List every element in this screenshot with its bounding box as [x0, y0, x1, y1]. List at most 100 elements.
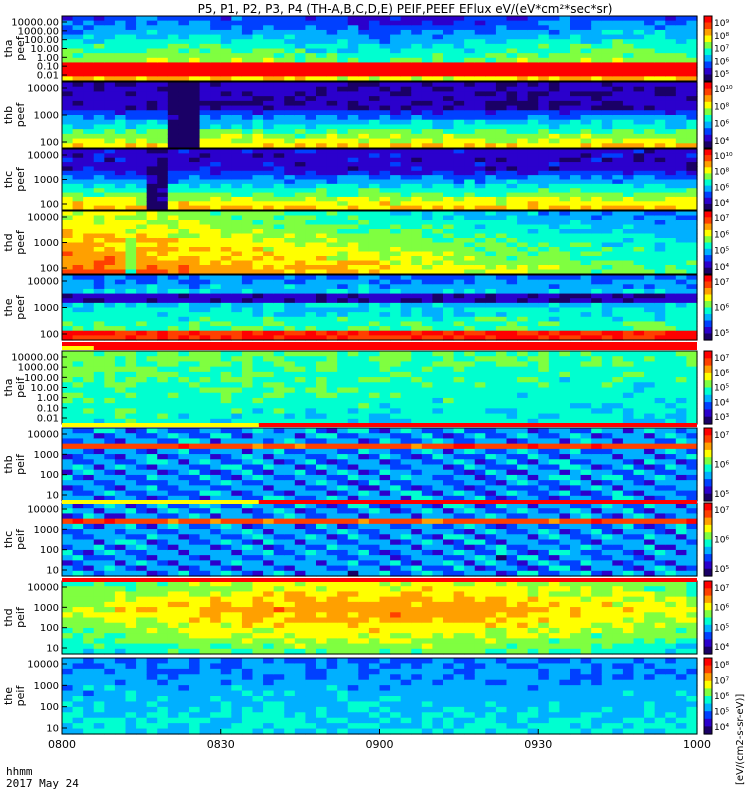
heatmap-cell	[368, 143, 381, 149]
heatmap-cell	[358, 256, 370, 262]
heatmap-cell	[157, 279, 169, 285]
colorbar-segment	[704, 311, 712, 315]
heatmap-cell	[654, 138, 666, 144]
heatmap-cell	[294, 224, 307, 230]
heatmap-cell	[189, 229, 201, 235]
heatmap-cell	[136, 115, 148, 121]
heatmap-cell	[199, 220, 211, 226]
heatmap-cell	[273, 403, 285, 409]
heatmap-cell	[347, 16, 359, 22]
heatmap-cell	[400, 269, 412, 275]
heatmap-cell	[485, 242, 497, 248]
heatmap-cell	[368, 138, 381, 144]
heatmap-cell	[337, 256, 349, 262]
heatmap-cell	[517, 25, 529, 31]
heatmap-cell	[284, 247, 296, 253]
heatmap-cell	[358, 229, 370, 235]
heatmap-cell	[622, 62, 635, 68]
heatmap-cell	[443, 153, 455, 159]
heatmap-cell	[326, 149, 338, 154]
heatmap-cell	[633, 321, 645, 327]
heatmap-cell	[72, 211, 84, 217]
heatmap-cell	[443, 321, 455, 327]
heatmap-cell	[326, 335, 338, 341]
heatmap-cell	[390, 418, 402, 425]
heatmap-cell	[189, 129, 201, 135]
heatmap-cell	[189, 76, 201, 82]
heatmap-cell	[125, 279, 137, 285]
heatmap-cell	[464, 138, 476, 144]
heatmap-cell	[157, 403, 169, 409]
heatmap-cell	[93, 238, 105, 244]
heatmap-cell	[62, 356, 74, 363]
heatmap-cell	[136, 133, 148, 140]
heatmap-cell	[675, 183, 688, 189]
heatmap-cell	[284, 53, 296, 59]
heatmap-cell	[527, 86, 539, 93]
heatmap-cell	[527, 100, 539, 107]
heatmap-cell	[305, 138, 317, 144]
heatmap-cell	[231, 387, 243, 394]
heatmap-cell	[612, 129, 624, 135]
heatmap-cell	[432, 179, 444, 185]
heatmap-cell	[199, 330, 211, 336]
heatmap-cell	[443, 96, 455, 102]
heatmap-cell	[210, 110, 222, 116]
heatmap-cell	[347, 162, 359, 168]
heatmap-cell	[62, 229, 74, 235]
heatmap-cell	[527, 62, 539, 68]
heatmap-cell	[83, 29, 95, 36]
heatmap-cell	[432, 16, 444, 22]
heatmap-cell	[284, 316, 296, 323]
heatmap-cell	[527, 188, 539, 194]
heatmap-cell	[72, 86, 84, 93]
heatmap-cell	[210, 403, 222, 409]
heatmap-cell	[146, 196, 158, 202]
heatmap-cell	[633, 43, 645, 50]
heatmap-cell	[411, 387, 423, 394]
heatmap-cell	[294, 397, 307, 404]
heatmap-cell	[93, 307, 105, 313]
colorbar-tick-label: 10⁶	[714, 57, 729, 67]
heatmap-cell	[633, 105, 645, 111]
heatmap-cell	[210, 157, 222, 163]
heatmap-cell	[347, 377, 359, 383]
heatmap-cell	[62, 105, 74, 111]
heatmap-cell	[633, 279, 645, 285]
heatmap-cell	[570, 162, 582, 168]
heatmap-cell	[263, 110, 275, 116]
heatmap-cell	[633, 119, 645, 126]
heatmap-cell	[358, 166, 370, 172]
heatmap-cell	[506, 188, 518, 194]
heatmap-cell	[580, 269, 592, 275]
heatmap-cell	[527, 25, 539, 31]
heatmap-cell	[464, 192, 476, 198]
heatmap-cell	[411, 57, 423, 64]
heatmap-cell	[316, 275, 328, 281]
heatmap-cell	[538, 201, 550, 207]
heatmap-cell	[157, 356, 169, 363]
heatmap-cell	[559, 39, 571, 45]
heatmap-cell	[559, 183, 571, 189]
heatmap-cell	[358, 211, 370, 217]
heatmap-cell	[400, 162, 412, 168]
heatmap-cell	[231, 397, 243, 404]
heatmap-cell	[294, 25, 307, 31]
heatmap-cell	[337, 105, 349, 111]
heatmap-cell	[633, 20, 645, 26]
heatmap-cell	[686, 67, 698, 73]
heatmap-cell	[62, 96, 74, 102]
heatmap-cell	[390, 351, 402, 357]
heatmap-cell	[559, 265, 571, 271]
heatmap-cell	[443, 377, 455, 383]
heatmap-cell	[548, 220, 561, 226]
heatmap-cell	[538, 20, 550, 26]
heatmap-cell	[485, 229, 497, 235]
heatmap-cell	[189, 20, 201, 26]
heatmap-cell	[421, 211, 434, 217]
heatmap-cell	[231, 413, 243, 420]
colorbar-tick-label: 10⁸	[714, 102, 729, 112]
heatmap-cell	[548, 34, 561, 40]
heatmap-cell	[337, 39, 349, 45]
heatmap-cell	[453, 418, 465, 425]
